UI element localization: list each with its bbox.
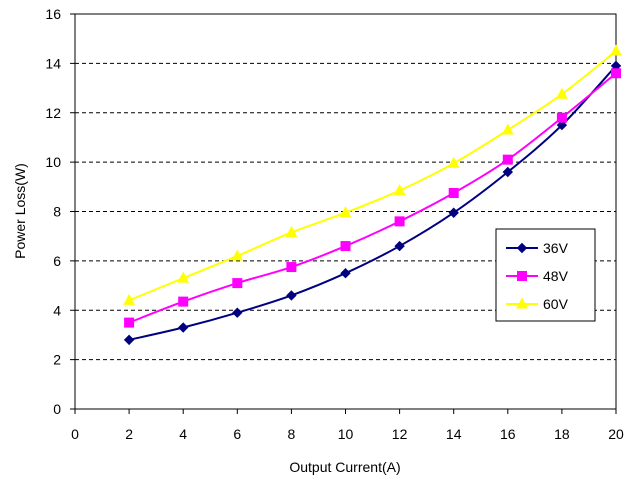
y-tick-label: 0 xyxy=(53,401,61,417)
y-tick-label: 12 xyxy=(45,105,61,121)
data-point-36V xyxy=(179,323,188,332)
data-point-36V xyxy=(233,308,242,317)
data-point-60V xyxy=(449,158,459,168)
data-point-36V xyxy=(287,291,296,300)
legend: 36V 48V 60V xyxy=(496,229,595,321)
y-tick-label: 4 xyxy=(53,302,61,318)
x-tick-label: 2 xyxy=(125,426,133,442)
x-tick-label: 16 xyxy=(500,426,516,442)
x-tick-label: 8 xyxy=(288,426,296,442)
legend-label: 60V xyxy=(543,296,569,312)
legend-label: 48V xyxy=(543,268,569,284)
data-point-48V xyxy=(179,297,188,306)
data-point-36V xyxy=(125,335,134,344)
data-point-60V xyxy=(503,125,513,135)
x-tick-label: 10 xyxy=(338,426,354,442)
data-point-48V xyxy=(612,69,621,78)
y-tick-label: 2 xyxy=(53,352,61,368)
data-point-60V xyxy=(557,89,567,99)
data-point-48V xyxy=(233,279,242,288)
y-tick-label: 16 xyxy=(45,6,61,22)
data-point-48V xyxy=(503,155,512,164)
axes: 0 2 4 6 8 10 12 14 16 0 2 4 6 8 10 12 14 16 18 20 xyxy=(45,6,624,442)
y-tick-label: 6 xyxy=(53,253,61,269)
x-tick-label: 20 xyxy=(608,426,624,442)
data-point-48V xyxy=(125,318,134,327)
legend-label: 36V xyxy=(543,240,569,256)
data-point-48V xyxy=(395,217,404,226)
data-point-48V xyxy=(557,113,566,122)
x-tick-label: 12 xyxy=(392,426,408,442)
x-tick-label: 4 xyxy=(179,426,187,442)
x-tick-label: 0 xyxy=(71,426,79,442)
data-point-60V xyxy=(611,46,621,56)
data-point-48V xyxy=(287,263,296,272)
data-point-48V xyxy=(341,242,350,251)
y-tick-label: 10 xyxy=(45,154,61,170)
data-point-36V xyxy=(395,242,404,251)
y-axis-title: Power Loss(W) xyxy=(12,163,28,259)
x-axis-title: Output Current(A) xyxy=(289,459,400,475)
data-point-48V xyxy=(449,188,458,197)
x-tick-label: 6 xyxy=(233,426,241,442)
x-tick-label: 14 xyxy=(446,426,462,442)
data-point-36V xyxy=(341,269,350,278)
legend-marker xyxy=(518,272,527,281)
y-tick-label: 8 xyxy=(53,204,61,220)
x-tick-label: 18 xyxy=(554,426,570,442)
y-tick-label: 14 xyxy=(45,55,61,71)
